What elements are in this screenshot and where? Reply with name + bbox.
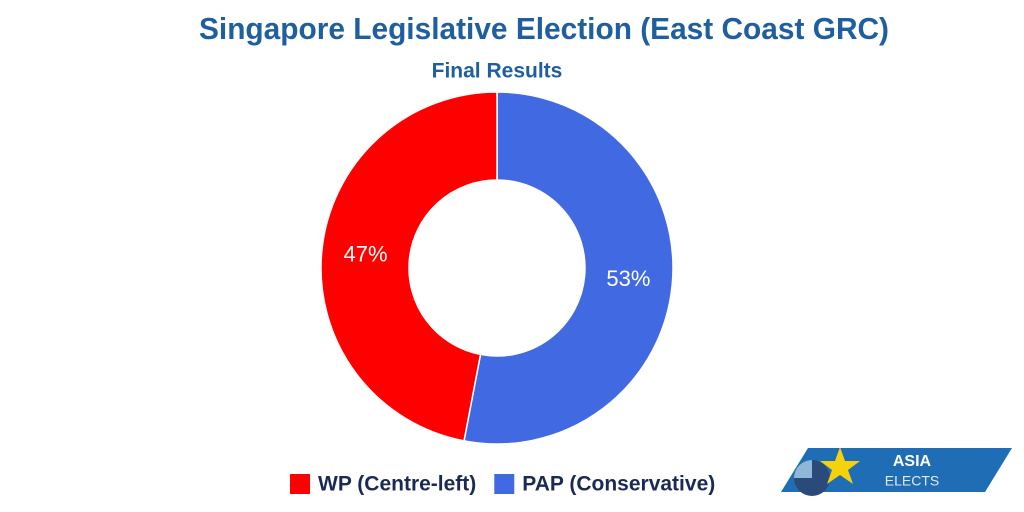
- data-label: 53%: [606, 266, 650, 291]
- legend-label: WP (Centre-left): [318, 473, 476, 496]
- logo-text: ELECTS: [885, 473, 939, 489]
- logo-star: [820, 447, 860, 484]
- donut-slice: [463, 91, 674, 445]
- donut-slice: [320, 91, 498, 442]
- legend-swatch: [290, 474, 310, 494]
- logo: ASIA ELECTS: [781, 447, 1012, 496]
- chart-subtitle: Final Results: [432, 60, 563, 83]
- logo-text: ASIA: [893, 453, 932, 470]
- data-label: 47%: [344, 241, 388, 266]
- legend-label: PAP (Conservative): [522, 473, 715, 496]
- chart-title: Singapore Legislative Election (East Coa…: [199, 11, 889, 46]
- legend-swatch: [494, 474, 515, 494]
- logo-globe-part: [794, 460, 812, 478]
